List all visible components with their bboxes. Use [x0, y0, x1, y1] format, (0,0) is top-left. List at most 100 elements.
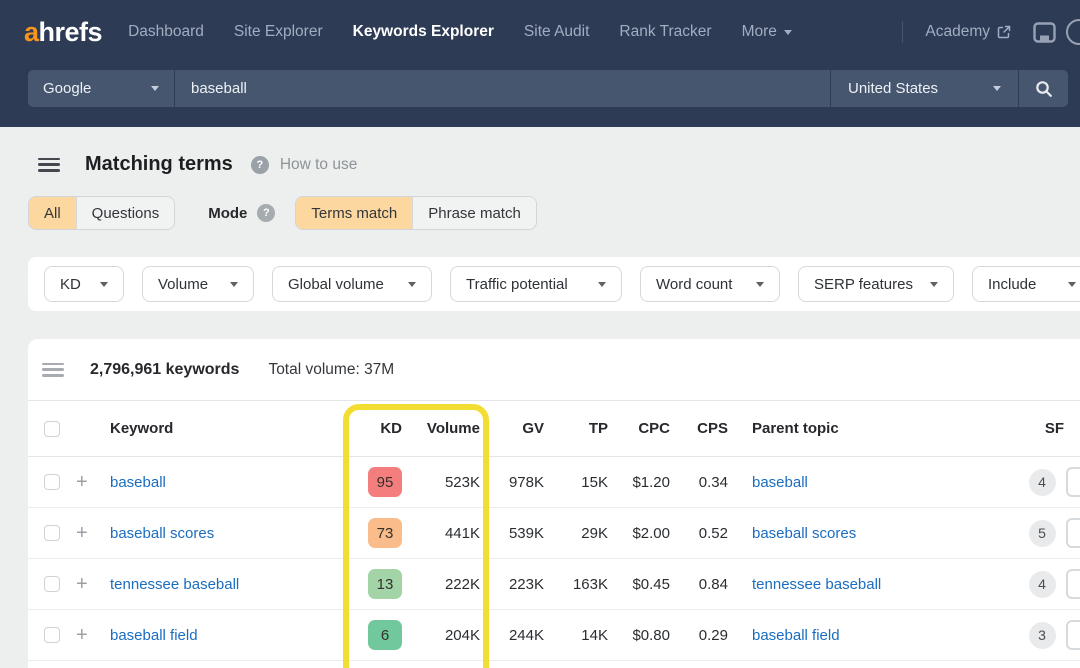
chevron-down-icon: [756, 281, 764, 287]
report-menu-icon[interactable]: [38, 157, 60, 172]
select-all-checkbox[interactable]: [44, 420, 60, 437]
filter-kd[interactable]: KD: [44, 266, 124, 302]
row-checkbox[interactable]: [44, 627, 60, 643]
logo-rest: hrefs: [38, 16, 103, 47]
nav-item-site-explorer[interactable]: Site Explorer: [233, 23, 323, 40]
toggle-questions[interactable]: Questions: [75, 197, 175, 229]
country-select[interactable]: United States: [830, 70, 1018, 107]
volume-cell: 222K: [444, 575, 480, 593]
keyword-link[interactable]: baseball scores: [110, 524, 215, 542]
header-cps[interactable]: CPS: [697, 420, 728, 437]
filter-word-count[interactable]: Word count: [640, 266, 780, 302]
toggle-all[interactable]: All: [29, 197, 76, 229]
add-to-list-button[interactable]: [76, 624, 110, 647]
row-checkbox[interactable]: [44, 474, 60, 490]
filter-traffic-potential[interactable]: Traffic potential: [450, 266, 622, 302]
keyword-link[interactable]: tennessee baseball: [110, 575, 240, 593]
filter-traffic-potential-label: Traffic potential: [466, 275, 568, 293]
parent-topic-cell: baseball field: [740, 627, 1012, 644]
help-icon[interactable]: [250, 155, 269, 174]
nav-item-dashboard[interactable]: Dashboard: [128, 23, 204, 40]
header-volume[interactable]: Volume: [426, 420, 480, 437]
tray-icon[interactable]: [1033, 21, 1056, 43]
header-kd[interactable]: KD: [380, 420, 402, 437]
row-edge-button-partial[interactable]: [1066, 569, 1080, 599]
filter-volume[interactable]: Volume: [142, 266, 254, 302]
row-edge-button-partial[interactable]: [1066, 467, 1080, 497]
parent-topic-link[interactable]: baseball field: [752, 626, 840, 644]
nav-item-site-audit[interactable]: Site Audit: [523, 23, 590, 40]
results-table-card: 2,796,961 keywords Total volume: 37M Key…: [28, 339, 1080, 668]
table-header-row: Keyword KD Volume GV TP CPC CPS Parent t…: [28, 401, 1080, 457]
scope-toggle-group: All Questions: [28, 196, 176, 230]
cps-cell: 0.52: [698, 524, 728, 542]
table-row: baseball field 6 204K 244K 14K $0.80 0.2…: [28, 610, 1080, 661]
kd-cell: 73: [350, 518, 402, 548]
header-cpc[interactable]: CPC: [638, 420, 670, 437]
filter-global-volume[interactable]: Global volume: [272, 266, 432, 302]
chevron-down-icon: [930, 281, 938, 287]
nav-row: ahrefs Dashboard Site Explorer Keywords …: [0, 0, 1080, 64]
table-row: tennessee baseball 13 222K 223K 163K $0.…: [28, 559, 1080, 610]
mode-help-icon[interactable]: [257, 204, 276, 222]
sf-badge: 4: [1028, 570, 1056, 598]
ahrefs-logo[interactable]: ahrefs: [24, 16, 103, 48]
how-to-use-link[interactable]: How to use: [279, 155, 358, 173]
row-checkbox-cell: [28, 627, 76, 643]
chevron-down-icon: [100, 281, 108, 287]
add-to-list-button[interactable]: [76, 471, 110, 494]
filter-include-label: Include: [988, 275, 1037, 293]
tp-cell: 29K: [581, 524, 608, 542]
header-parent-topic[interactable]: Parent topic: [752, 420, 839, 437]
nav-item-academy[interactable]: Academy: [925, 23, 1011, 41]
row-edge-button-partial[interactable]: [1066, 518, 1080, 548]
search-icon: [1035, 80, 1052, 97]
row-checkbox[interactable]: [44, 576, 60, 592]
parent-topic-link[interactable]: baseball scores: [752, 524, 857, 542]
header-keyword[interactable]: Keyword: [110, 420, 174, 437]
search-engine-select[interactable]: Google: [28, 70, 174, 107]
parent-topic-link[interactable]: tennessee baseball: [752, 575, 882, 593]
add-to-list-button[interactable]: [76, 573, 110, 596]
account-avatar-partial[interactable]: [1066, 19, 1080, 45]
keyword-search-bar: Google United States: [28, 70, 1068, 107]
header-gv[interactable]: GV: [522, 420, 544, 437]
top-navigation: ahrefs Dashboard Site Explorer Keywords …: [0, 0, 1080, 127]
filter-include[interactable]: Include: [972, 266, 1080, 302]
kd-cell: 95: [350, 467, 402, 497]
academy-label: Academy: [925, 23, 990, 40]
search-button[interactable]: [1018, 70, 1068, 107]
nav-item-keywords-explorer[interactable]: Keywords Explorer: [352, 23, 494, 40]
sf-cell: 3: [1012, 621, 1072, 649]
toggle-terms-match[interactable]: Terms match: [296, 197, 413, 229]
sf-badge: 5: [1028, 519, 1056, 547]
list-menu-icon[interactable]: [42, 362, 64, 377]
filter-serp-features-label: SERP features: [814, 275, 913, 293]
keyword-query-input[interactable]: [174, 70, 830, 107]
parent-topic-cell: tennessee baseball: [740, 576, 1012, 593]
row-edge-button-partial[interactable]: [1066, 620, 1080, 650]
toggle-phrase-match[interactable]: Phrase match: [412, 197, 536, 229]
filter-serp-features[interactable]: SERP features: [798, 266, 954, 302]
chevron-down-icon: [408, 281, 416, 287]
gv-cell: 539K: [508, 524, 544, 542]
nav-item-more[interactable]: More: [742, 23, 792, 41]
search-engine-value: Google: [43, 80, 92, 97]
chevron-down-icon: [993, 86, 1001, 91]
nav-item-rank-tracker[interactable]: Rank Tracker: [619, 23, 712, 40]
mode-toggles-row: All Questions Mode Terms match Phrase ma…: [28, 196, 1080, 230]
keyword-link[interactable]: baseball: [110, 473, 166, 491]
header-sf[interactable]: SF: [1044, 420, 1064, 437]
chevron-down-icon: [1068, 281, 1076, 287]
parent-topic-link[interactable]: baseball: [752, 473, 808, 491]
row-checkbox[interactable]: [44, 525, 60, 541]
filter-global-volume-label: Global volume: [288, 275, 384, 293]
keyword-link[interactable]: baseball field: [110, 626, 198, 644]
header-tp[interactable]: TP: [588, 420, 608, 437]
keyword-count: 2,796,961 keywords: [90, 360, 240, 378]
nav-divider: [902, 21, 904, 43]
nav-item-more-label: More: [741, 23, 777, 40]
kd-cell: 6: [350, 620, 402, 650]
cpc-cell: $0.80: [632, 626, 670, 644]
add-to-list-button[interactable]: [76, 522, 110, 545]
